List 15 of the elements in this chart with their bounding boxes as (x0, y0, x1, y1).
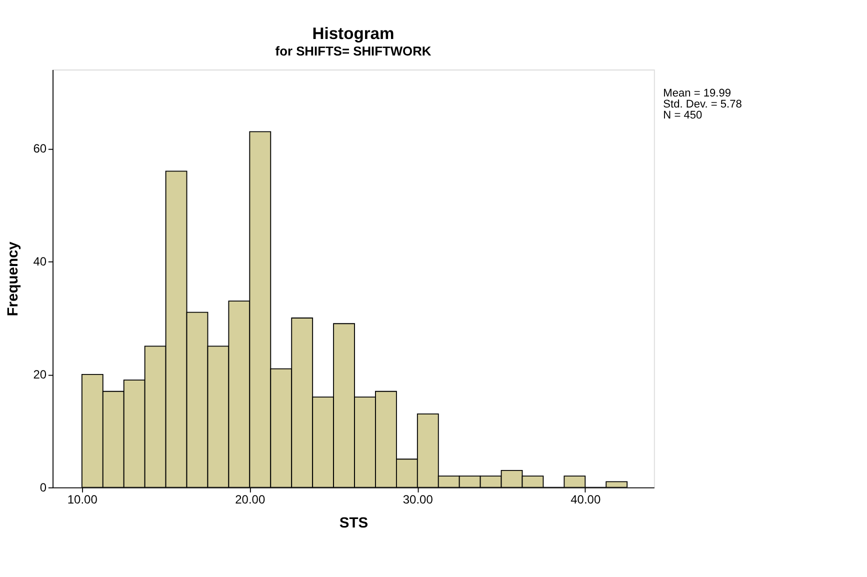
chart-title: Histogram (312, 24, 394, 44)
y-tick-label: 60 (33, 142, 47, 156)
y-tick-label: 40 (33, 254, 47, 269)
text: Std. Dev. = 5.78 (663, 98, 742, 110)
x-tick-label: 20.00 (235, 492, 266, 507)
y-tick-label: 20 (33, 368, 47, 382)
x-axis-title: STS (339, 515, 368, 532)
x-tick-label: 40.00 (570, 492, 601, 507)
chart-subtitle: for SHIFTS= SHIFTWORK (275, 44, 432, 59)
x-tick-label: 30.00 (402, 492, 434, 507)
y-axis-title: Frequency (6, 240, 22, 316)
y-tick-label: 0 (40, 480, 47, 495)
text: N = 450 (663, 109, 702, 122)
text: Mean = 19.99 (663, 87, 732, 100)
x-tick-label: 10.00 (67, 492, 98, 507)
